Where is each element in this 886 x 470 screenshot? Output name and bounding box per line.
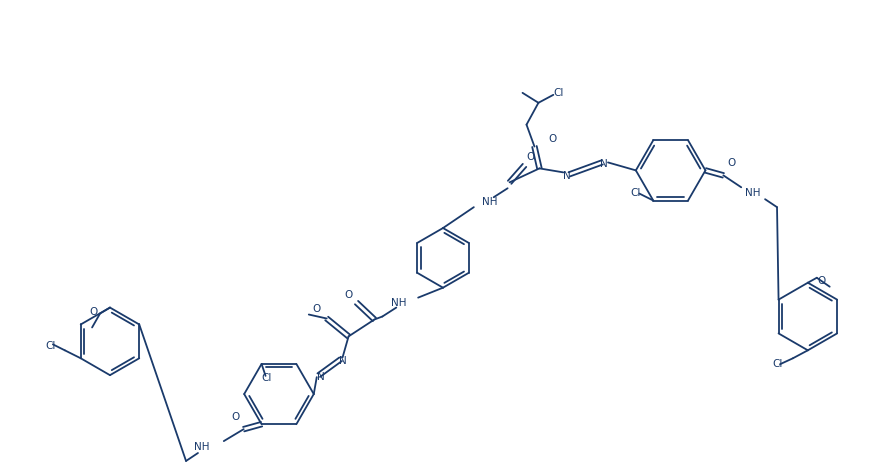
Text: O: O bbox=[817, 276, 825, 286]
Text: O: O bbox=[89, 306, 98, 316]
Text: Cl: Cl bbox=[46, 341, 56, 352]
Text: Cl: Cl bbox=[261, 373, 271, 383]
Text: NH: NH bbox=[481, 197, 497, 207]
Text: O: O bbox=[344, 290, 353, 300]
Text: O: O bbox=[727, 158, 734, 168]
Text: O: O bbox=[548, 133, 556, 143]
Text: Cl: Cl bbox=[553, 88, 563, 98]
Text: O: O bbox=[312, 304, 321, 313]
Text: N: N bbox=[338, 356, 346, 366]
Text: N: N bbox=[316, 372, 324, 382]
Text: NH: NH bbox=[194, 442, 210, 452]
Text: N: N bbox=[563, 172, 571, 181]
Text: N: N bbox=[600, 159, 607, 169]
Text: Cl: Cl bbox=[629, 188, 640, 197]
Text: NH: NH bbox=[390, 298, 406, 307]
Text: Cl: Cl bbox=[772, 359, 782, 369]
Text: NH: NH bbox=[744, 188, 760, 198]
Text: O: O bbox=[231, 412, 239, 422]
Text: O: O bbox=[525, 152, 534, 163]
